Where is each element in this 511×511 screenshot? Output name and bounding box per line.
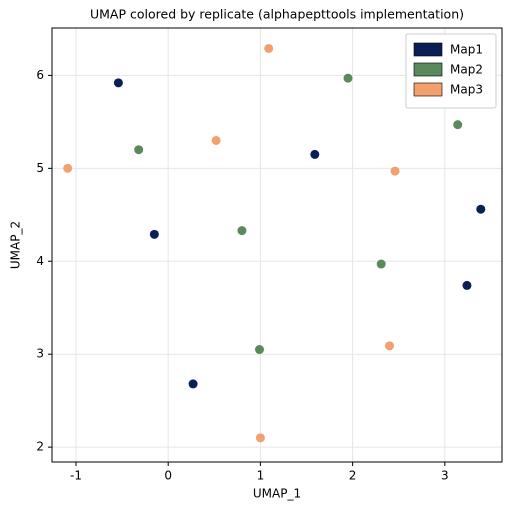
point bbox=[255, 433, 265, 443]
y-tick-label: 4 bbox=[36, 254, 44, 268]
legend-swatch bbox=[413, 62, 443, 77]
point bbox=[237, 226, 247, 236]
point bbox=[264, 43, 274, 53]
x-tick-label: 2 bbox=[349, 469, 357, 483]
point bbox=[476, 204, 486, 214]
y-tick-label: 5 bbox=[36, 161, 44, 175]
point bbox=[385, 341, 394, 351]
point bbox=[376, 259, 386, 269]
y-tick-label: 6 bbox=[36, 68, 44, 82]
legend-label: Map1 bbox=[450, 43, 483, 57]
y-axis-label: UMAP_2 bbox=[9, 221, 23, 269]
legend-label: Map2 bbox=[450, 63, 483, 77]
x-tick-label: -1 bbox=[70, 469, 82, 483]
point bbox=[188, 379, 198, 389]
point bbox=[453, 120, 463, 130]
y-tick-label: 3 bbox=[36, 347, 44, 361]
x-tick-label: 1 bbox=[257, 469, 265, 483]
point bbox=[390, 166, 400, 176]
point bbox=[211, 135, 221, 145]
y-tick-label: 2 bbox=[36, 440, 44, 454]
plot-frame bbox=[51, 27, 503, 463]
point bbox=[63, 163, 73, 173]
point bbox=[113, 78, 123, 88]
point bbox=[310, 149, 320, 159]
point bbox=[149, 229, 159, 239]
x-tick-label: 0 bbox=[164, 469, 172, 483]
legend-label: Map3 bbox=[450, 83, 483, 97]
point bbox=[462, 280, 472, 290]
point bbox=[343, 73, 353, 83]
legend-swatch bbox=[413, 42, 443, 57]
point bbox=[254, 345, 264, 355]
chart-title: UMAP colored by replicate (alphapepttool… bbox=[90, 7, 464, 22]
x-axis-label: UMAP_1 bbox=[253, 487, 301, 501]
x-tick-label: 3 bbox=[441, 469, 449, 483]
legend-swatch bbox=[413, 82, 443, 97]
point bbox=[134, 145, 144, 155]
